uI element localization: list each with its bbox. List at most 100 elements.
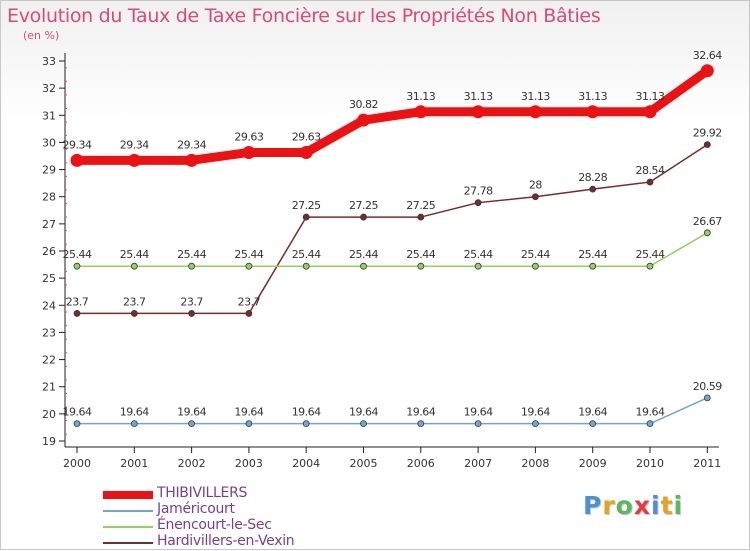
data-label: 19.64 — [406, 406, 435, 419]
data-point — [188, 420, 196, 428]
y-tick-label: 26 — [42, 245, 56, 258]
y-tick-label: 27 — [42, 218, 56, 231]
data-label: 25.44 — [63, 248, 92, 261]
x-tick-label: 2010 — [636, 457, 664, 470]
data-point — [700, 64, 714, 78]
legend-label-enencourt: Énencourt-le-Sec — [157, 517, 272, 533]
data-point — [589, 420, 597, 428]
data-point — [360, 420, 367, 428]
data-point — [130, 262, 138, 270]
data-point — [471, 105, 485, 119]
data-point — [646, 262, 654, 270]
data-label: 28.54 — [636, 164, 665, 177]
y-tick-label: 32 — [42, 82, 56, 95]
data-point — [528, 105, 542, 119]
data-label: 29.63 — [292, 130, 321, 143]
x-tick-label: 2008 — [521, 457, 549, 470]
data-point — [586, 105, 600, 119]
data-label: 19.64 — [120, 406, 149, 419]
data-label: 25.44 — [234, 248, 263, 261]
logo-letter: P — [583, 491, 603, 520]
legend-label-hardivillers: Hardivillers-en-Vexin — [157, 533, 295, 549]
y-tick-label: 30 — [42, 136, 56, 149]
data-label: 25.44 — [349, 248, 378, 261]
data-point — [302, 262, 310, 270]
data-point — [532, 193, 539, 201]
data-point — [302, 213, 310, 221]
data-point — [245, 420, 253, 428]
logo-letter: t — [660, 491, 674, 520]
series-line — [76, 143, 709, 315]
data-point — [242, 145, 256, 159]
x-tick-label: 2007 — [464, 457, 492, 470]
data-point — [703, 141, 711, 149]
legend-label-thibivillers: THIBIVILLERS — [157, 485, 248, 501]
data-point — [299, 145, 313, 159]
y-tick-label: 25 — [42, 272, 56, 285]
data-label: 19.64 — [464, 406, 493, 419]
data-label: 20.59 — [693, 380, 722, 393]
logo-letter: r — [602, 491, 616, 520]
data-label: 29.92 — [693, 127, 722, 140]
series-line — [76, 397, 709, 425]
data-label: 25.44 — [292, 248, 321, 261]
data-label: 29.34 — [177, 138, 206, 151]
y-tick-label: 20 — [42, 408, 56, 421]
data-point — [589, 185, 597, 193]
y-tick-label: 28 — [42, 191, 56, 204]
data-label: 31.13 — [406, 90, 435, 103]
data-point — [130, 310, 138, 317]
x-tick-label: 2002 — [178, 457, 206, 470]
data-point — [245, 262, 253, 270]
data-point — [188, 310, 196, 317]
y-tick-label: 24 — [42, 299, 56, 312]
data-point — [73, 420, 81, 428]
data-point — [532, 420, 539, 428]
series-line — [72, 66, 712, 165]
data-point — [643, 105, 657, 119]
y-tick-label: 21 — [42, 381, 56, 394]
legend-swatch-thibivillers — [103, 491, 153, 499]
x-tick-label: 2005 — [350, 457, 378, 470]
data-point — [417, 420, 425, 428]
data-label: 28 — [529, 179, 542, 192]
data-label: 19.64 — [234, 406, 263, 419]
data-label: 27.25 — [349, 199, 378, 212]
data-label: 25.44 — [464, 248, 493, 261]
data-point — [357, 113, 370, 127]
data-label: 25.44 — [120, 248, 149, 261]
data-point — [417, 213, 425, 221]
data-label: 30.82 — [349, 98, 378, 111]
y-tick-label: 29 — [42, 164, 56, 177]
data-point — [73, 262, 81, 270]
data-label: 32.64 — [693, 49, 722, 62]
data-label: 27.78 — [464, 185, 493, 198]
y-tick-label: 23 — [42, 326, 56, 339]
data-label: 27.25 — [406, 199, 435, 212]
logo-letter: i — [673, 491, 684, 520]
logo-letter: i — [651, 491, 661, 520]
data-point — [532, 262, 539, 270]
x-tick-label: 2006 — [407, 457, 435, 470]
data-label: 26.67 — [693, 215, 722, 228]
data-label: 23.7 — [180, 295, 203, 308]
data-label: 19.64 — [578, 406, 607, 419]
x-tick-label: 2011 — [693, 457, 721, 470]
legend-swatch-hardivillers — [103, 542, 153, 544]
data-point — [414, 105, 428, 119]
data-label: 25.44 — [177, 248, 206, 261]
series-line — [76, 232, 709, 267]
data-label: 29.34 — [120, 138, 149, 151]
data-point — [127, 153, 141, 167]
data-point — [703, 394, 711, 402]
data-point — [360, 213, 367, 221]
data-label: 25.44 — [636, 248, 665, 261]
data-label: 29.34 — [63, 138, 92, 151]
legend-swatch-jamericourt — [103, 510, 153, 512]
legend-swatch-enencourt — [103, 526, 153, 528]
data-label: 19.64 — [349, 406, 378, 419]
data-label: 19.64 — [177, 406, 206, 419]
data-point — [474, 199, 482, 207]
y-tick-label: 31 — [42, 109, 56, 122]
